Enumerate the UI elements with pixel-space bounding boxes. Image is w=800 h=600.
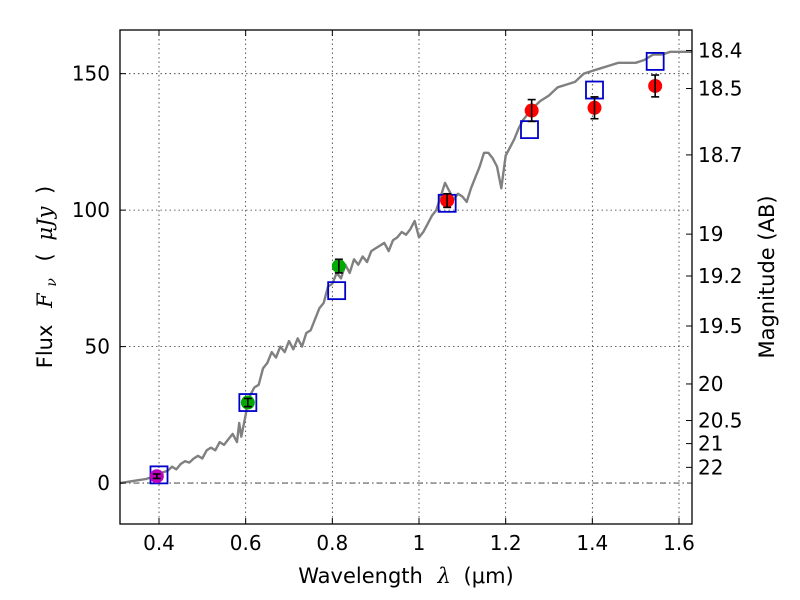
magnitude-axis-title: Magnitude (AB) bbox=[755, 195, 779, 358]
plot-frame bbox=[119, 29, 693, 525]
magnitude-tick-label: 20 bbox=[698, 372, 723, 396]
y-tick-label: 150 bbox=[72, 62, 110, 86]
magnitude-tick-label: 19.2 bbox=[698, 264, 743, 288]
y-tick-label: 0 bbox=[97, 471, 110, 495]
model-photometry-square bbox=[238, 393, 258, 412]
y-tick-label: 50 bbox=[85, 335, 110, 359]
y-axis-unit-open: ( bbox=[33, 253, 57, 261]
y-axis-symbol: F bbox=[33, 292, 57, 309]
magnitude-tick-label: 18.5 bbox=[698, 77, 743, 101]
x-axis-title-text: Wavelength bbox=[298, 564, 423, 588]
model-photometry-square bbox=[645, 51, 665, 71]
x-tick-label: 0.6 bbox=[230, 531, 262, 555]
x-tick-label: 1 bbox=[413, 531, 426, 555]
x-axis-title: Wavelength λ (μm) bbox=[298, 564, 513, 588]
magnitude-tick-label: 21 bbox=[698, 432, 723, 456]
x-tick-label: 1.4 bbox=[576, 531, 608, 555]
y-axis-subscript: ν bbox=[44, 278, 60, 287]
x-tick-label: 0.8 bbox=[316, 531, 348, 555]
magnitude-tick-label: 18.4 bbox=[698, 38, 743, 62]
model-photometry-square bbox=[327, 281, 347, 301]
magnitude-tick-label: 19.5 bbox=[698, 314, 743, 338]
magnitude-tick-label: 20.5 bbox=[698, 409, 743, 433]
x-tick-label: 1.6 bbox=[663, 531, 695, 555]
y-axis-unit: μJy bbox=[33, 205, 57, 240]
x-axis-unit: (μm) bbox=[464, 564, 514, 588]
y-tick-label: 100 bbox=[72, 198, 110, 222]
y-axis-unit-close: ) bbox=[33, 186, 57, 194]
magnitude-tick-label: 22 bbox=[698, 455, 723, 479]
ticks-layer: 0.4 0.6 0.8 1 1.2 1.4 1.6 0 50 100 150 18.4 18.5 18.7… bbox=[72, 30, 743, 555]
y-axis-title-text: Flux bbox=[33, 325, 57, 369]
magnitude-tick-label: 18.7 bbox=[698, 143, 743, 167]
x-tick-label: 1.2 bbox=[490, 531, 522, 555]
y-axis-title: Flux F ν ( μJy ) bbox=[33, 186, 61, 369]
magnitude-tick-label: 19 bbox=[698, 222, 723, 246]
x-tick-label: 0.4 bbox=[143, 531, 175, 555]
x-axis-lambda: λ bbox=[437, 564, 451, 588]
points-layer bbox=[149, 51, 665, 485]
